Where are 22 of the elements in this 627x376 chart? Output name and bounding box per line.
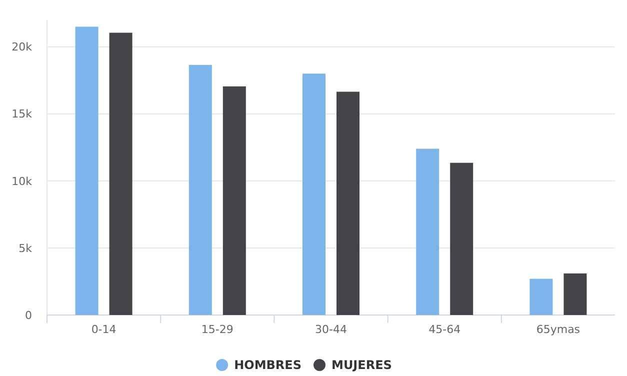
x-tick-label: 65ymas (536, 323, 580, 336)
bar (222, 86, 246, 315)
bar (530, 278, 553, 315)
bar (450, 162, 474, 315)
y-tick-label: 15k (12, 108, 33, 121)
bar (109, 32, 132, 315)
y-tick-label: 5k (18, 242, 33, 255)
bar (336, 92, 360, 315)
y-tick-label: 20k (12, 40, 33, 54)
x-tick-label: 45-64 (428, 323, 461, 336)
bar (416, 148, 440, 315)
x-tick-label: 30-44 (315, 323, 347, 336)
x-tick-label: 15-29 (201, 323, 234, 336)
bar (188, 64, 212, 315)
bar (564, 273, 587, 315)
y-tick-label: 0 (25, 308, 32, 322)
x-tick-label: 0-14 (91, 323, 116, 336)
legend-label: HOMBRES (234, 358, 302, 372)
bar (302, 74, 326, 315)
bar (75, 26, 98, 315)
y-tick-label: 10k (12, 174, 33, 188)
legend-label: MUJERES (332, 358, 392, 372)
